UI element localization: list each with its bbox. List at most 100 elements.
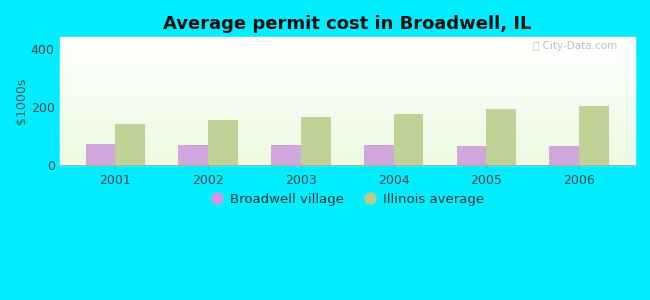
Bar (60, 61, 635, 62)
Bar (60, 130, 635, 131)
Bar (60, 137, 635, 138)
Bar (60, 121, 635, 122)
Bar (60, 108, 635, 109)
Bar (60, 90, 635, 91)
Bar (60, 49, 635, 50)
Bar (60, 159, 635, 160)
Bar (60, 78, 635, 79)
Bar (60, 56, 635, 57)
Bar (60, 99, 635, 100)
Bar (60, 116, 635, 117)
Bar (60, 106, 635, 107)
Bar (60, 77, 635, 78)
Bar (60, 141, 635, 142)
Bar (60, 84, 635, 85)
Bar (60, 117, 635, 118)
Bar (60, 83, 635, 84)
Bar (60, 52, 635, 53)
Bar (60, 147, 635, 148)
Bar (60, 135, 635, 136)
Bar (60, 150, 635, 151)
Bar (60, 85, 635, 86)
Bar (60, 53, 635, 54)
Bar (60, 98, 635, 99)
Bar (60, 68, 635, 69)
Bar (60, 102, 635, 103)
Bar (60, 112, 635, 113)
Bar (60, 50, 635, 51)
Bar (60, 69, 635, 70)
Bar (60, 70, 635, 71)
Bar (60, 163, 635, 164)
Bar (60, 127, 635, 128)
Bar (60, 86, 635, 87)
Title: Average permit cost in Broadwell, IL: Average permit cost in Broadwell, IL (163, 15, 532, 33)
Bar (60, 43, 635, 44)
Bar (60, 94, 635, 95)
Bar (60, 64, 635, 65)
Y-axis label: $1000s: $1000s (15, 78, 28, 124)
Bar (60, 39, 635, 40)
Bar (60, 153, 635, 154)
Bar (60, 65, 635, 66)
Bar (60, 118, 635, 119)
Bar (60, 115, 635, 116)
Bar (60, 76, 635, 77)
Bar (60, 144, 635, 145)
Bar (60, 113, 635, 114)
Bar (60, 75, 635, 76)
Bar (60, 48, 635, 49)
Bar (60, 82, 635, 83)
Bar (60, 41, 635, 42)
Bar (60, 148, 635, 149)
Bar (60, 126, 635, 127)
Bar (60, 61, 635, 62)
Bar (60, 123, 635, 124)
Bar (60, 100, 635, 101)
Bar (486, 109, 516, 165)
Bar (60, 155, 635, 156)
Bar (60, 104, 635, 105)
Bar (60, 136, 635, 137)
Bar (60, 60, 635, 61)
Bar (60, 122, 635, 123)
Bar (60, 149, 635, 150)
Legend: Broadwell village, Illinois average: Broadwell village, Illinois average (205, 187, 490, 211)
Bar (60, 92, 635, 93)
Bar (60, 81, 635, 82)
Bar (60, 87, 635, 88)
Bar (60, 110, 635, 111)
Bar (60, 156, 635, 157)
Bar (60, 160, 635, 161)
Bar (60, 107, 635, 108)
Bar (60, 139, 635, 140)
Bar (208, 120, 238, 165)
Bar (60, 157, 635, 158)
Bar (60, 125, 635, 126)
Bar (60, 151, 635, 152)
Bar (271, 145, 301, 165)
Bar (60, 51, 635, 52)
Bar (60, 97, 635, 98)
Bar (60, 59, 635, 60)
Bar (60, 79, 635, 80)
Bar (60, 158, 635, 159)
Bar (60, 80, 635, 81)
Bar (60, 42, 635, 43)
Bar (364, 145, 394, 165)
Bar (60, 109, 635, 110)
Bar (60, 47, 635, 48)
Bar (60, 66, 635, 67)
Bar (60, 62, 635, 63)
Bar (60, 40, 635, 41)
Bar (86, 144, 115, 165)
Bar (60, 146, 635, 147)
Text: ⓘ City-Data.com: ⓘ City-Data.com (534, 41, 618, 51)
Bar (60, 55, 635, 56)
Bar (60, 164, 635, 165)
Bar (60, 134, 635, 135)
Bar (60, 72, 635, 73)
Bar (60, 93, 635, 94)
Bar (60, 57, 635, 58)
Bar (60, 95, 635, 96)
